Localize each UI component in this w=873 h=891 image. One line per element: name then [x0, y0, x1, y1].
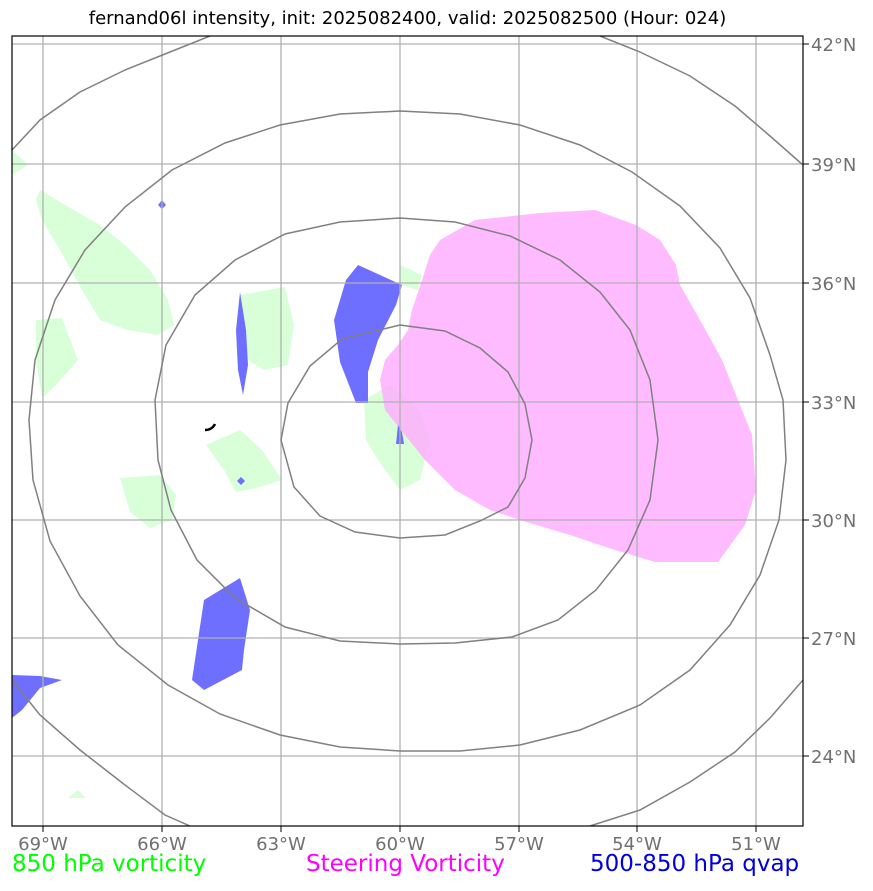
- vorticity-850-region: [400, 265, 422, 290]
- lat-tick-label: 27°N: [811, 629, 856, 650]
- vorticity-850-region: [206, 430, 282, 492]
- qvap-fills: [12, 200, 404, 718]
- range-ring: [12, 36, 211, 151]
- lon-tick-label: 51°W: [731, 834, 781, 855]
- lat-tick-labels: 42°N 39°N 36°N 33°N 30°N 27°N 24°N: [811, 35, 856, 768]
- legend-850-vorticity: 850 hPa vorticity: [12, 851, 207, 877]
- range-ring: [154, 217, 659, 645]
- lat-tick-label: 30°N: [811, 511, 856, 532]
- qvap-region: [237, 477, 245, 485]
- lon-tick-label: 66°W: [137, 834, 187, 855]
- vorticity-850-region: [36, 318, 78, 398]
- qvap-region: [12, 675, 62, 718]
- map-title: fernand06l intensity, init: 2025082400, …: [88, 8, 727, 29]
- lon-tick-label: 57°W: [494, 834, 544, 855]
- legend-steering-vorticity: Steering Vorticity: [306, 851, 505, 877]
- lat-tick-label: 39°N: [811, 155, 856, 176]
- range-rings: [12, 36, 803, 826]
- vorticity-850-fills: [12, 150, 430, 798]
- vorticity-850-region: [12, 150, 28, 175]
- vorticity-850-region: [36, 190, 174, 335]
- tick-marks: [42, 43, 809, 832]
- qvap-region: [334, 265, 402, 403]
- range-ring: [280, 324, 533, 539]
- lon-tick-label: 54°W: [612, 834, 662, 855]
- storm-center-mark: [204, 423, 217, 432]
- range-ring: [589, 679, 803, 826]
- lon-tick-labels: 69°W 66°W 63°W 60°W 57°W 54°W 51°W: [18, 834, 781, 855]
- steering-vorticity-region: [380, 210, 756, 562]
- map-frame: [11, 35, 804, 827]
- vorticity-850-region: [240, 287, 294, 370]
- lon-tick-label: 60°W: [375, 834, 425, 855]
- legend-qvap: 500-850 hPa qvap: [590, 851, 800, 877]
- lon-tick-label: 69°W: [18, 834, 68, 855]
- gridlines: [12, 36, 803, 826]
- lon-tick-label: 63°W: [256, 834, 306, 855]
- lat-tick-label: 33°N: [811, 393, 856, 414]
- lat-tick-label: 24°N: [811, 747, 856, 768]
- map-area: [12, 36, 803, 826]
- qvap-region: [192, 578, 250, 690]
- lat-tick-label: 36°N: [811, 274, 856, 295]
- qvap-region: [236, 292, 248, 395]
- lat-tick-label: 42°N: [811, 35, 856, 56]
- vorticity-850-region: [68, 790, 86, 798]
- range-ring: [12, 679, 191, 826]
- range-ring: [28, 110, 787, 752]
- range-ring: [599, 36, 803, 166]
